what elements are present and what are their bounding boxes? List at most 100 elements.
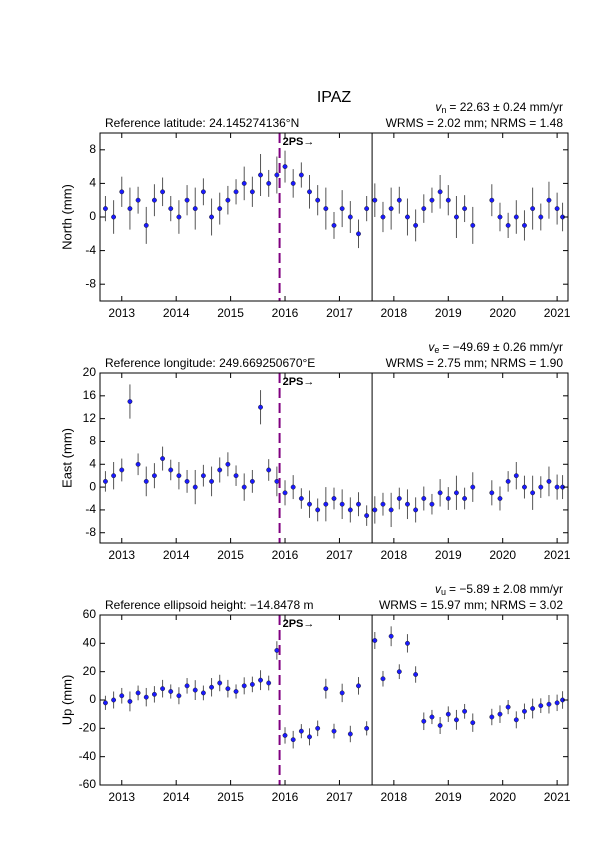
- data-point: [339, 690, 345, 696]
- velocity-subscript: e: [434, 345, 439, 355]
- data-point: [453, 490, 459, 496]
- data-point: [339, 501, 345, 507]
- data-point: [497, 711, 503, 717]
- data-point: [111, 697, 117, 703]
- data-point: [258, 677, 263, 683]
- data-point: [489, 197, 495, 203]
- data-point: [225, 461, 231, 467]
- data-point: [274, 478, 280, 484]
- data-point: [282, 490, 288, 496]
- data-point: [554, 700, 560, 706]
- stats-label: WRMS = 2.02 mm; NRMS = 1.48: [386, 116, 564, 130]
- data-point: [356, 683, 361, 689]
- velocity-label: ve = −49.69 ± 0.26 mm/yr: [428, 340, 563, 355]
- data-point: [489, 490, 495, 496]
- stats-label: WRMS = 2.75 mm; NRMS = 1.90: [386, 356, 564, 370]
- data-point: [233, 473, 239, 479]
- data-point: [209, 478, 215, 484]
- data-point: [388, 633, 394, 639]
- data-point: [413, 507, 419, 513]
- data-point: [372, 197, 378, 203]
- data-point: [200, 473, 206, 479]
- y-tick-label: -4: [85, 502, 96, 516]
- event-label: 2PS→: [283, 136, 315, 148]
- plot-frame: [99, 372, 569, 544]
- data-point: [522, 484, 527, 490]
- data-point: [505, 704, 511, 710]
- data-point: [453, 214, 459, 220]
- data-point: [470, 484, 476, 490]
- data-point: [290, 484, 296, 490]
- x-tick-label: 2013: [108, 306, 135, 320]
- reference-label: Reference latitude: 24.145274136°N: [105, 116, 299, 130]
- velocity-value: = 22.63 ± 0.24 mm/yr: [449, 100, 563, 114]
- data-point: [290, 180, 296, 186]
- y-tick-label: 0: [89, 209, 96, 223]
- data-point: [396, 496, 402, 501]
- x-tick-label: 2018: [381, 306, 408, 320]
- data-point: [233, 689, 239, 694]
- x-tick-label: 2021: [544, 306, 571, 320]
- data-point: [160, 686, 166, 692]
- data-point: [315, 725, 321, 731]
- data-point: [522, 708, 527, 714]
- data-point: [102, 206, 108, 212]
- velocity-value: = −49.69 ± 0.26 mm/yr: [442, 340, 563, 354]
- data-point: [356, 231, 361, 237]
- data-point: [209, 684, 215, 690]
- velocity-label: vu = −5.89 ± 2.08 mm/yr: [435, 582, 563, 597]
- x-tick-label: 2016: [272, 790, 299, 804]
- data-point: [380, 214, 386, 220]
- data-point: [192, 687, 198, 693]
- x-tick-label: 2021: [544, 790, 571, 804]
- data-point: [111, 473, 117, 479]
- data-point: [421, 206, 427, 212]
- data-point: [413, 672, 419, 677]
- x-tick-label: 2019: [435, 790, 462, 804]
- data-point: [298, 172, 304, 178]
- data-point: [249, 189, 255, 195]
- data-point: [266, 467, 272, 473]
- data-point: [217, 206, 223, 212]
- data-point: [298, 496, 304, 501]
- data-point: [143, 478, 149, 484]
- data-point: [513, 717, 519, 723]
- data-point: [315, 507, 321, 513]
- velocity-symbol: v: [428, 340, 435, 354]
- data-point: [347, 214, 353, 220]
- data-point: [127, 206, 133, 212]
- data-point: [437, 490, 443, 496]
- data-point: [241, 484, 247, 490]
- y-tick-label: 60: [83, 607, 97, 621]
- data-point: [554, 484, 560, 490]
- data-point: [421, 496, 427, 501]
- x-tick-label: 2016: [272, 306, 299, 320]
- data-point: [546, 701, 552, 707]
- data-point: [339, 206, 345, 212]
- x-tick-label: 2014: [163, 790, 190, 804]
- data-point: [530, 490, 536, 496]
- data-point: [274, 172, 280, 178]
- y-tick-label: 4: [89, 176, 96, 190]
- data-point: [513, 214, 519, 220]
- data-point: [331, 496, 337, 501]
- y-tick-label: -8: [85, 276, 96, 290]
- data-point: [331, 222, 337, 228]
- data-point: [364, 513, 370, 519]
- data-point: [429, 197, 435, 203]
- y-tick-label: -4: [85, 243, 96, 257]
- data-point: [249, 478, 255, 484]
- x-tick-label: 2014: [163, 306, 190, 320]
- velocity-label: vn = 22.63 ± 0.24 mm/yr: [435, 100, 563, 115]
- data-point: [405, 501, 410, 507]
- y-tick-label: 12: [83, 411, 97, 425]
- data-point: [530, 206, 536, 212]
- data-point: [160, 456, 166, 462]
- data-point: [388, 206, 394, 212]
- data-point: [298, 728, 304, 734]
- velocity-subscript: u: [441, 587, 446, 597]
- data-point: [546, 197, 552, 203]
- data-point: [168, 467, 174, 473]
- x-tick-label: 2017: [326, 306, 353, 320]
- plot-area: [102, 626, 566, 749]
